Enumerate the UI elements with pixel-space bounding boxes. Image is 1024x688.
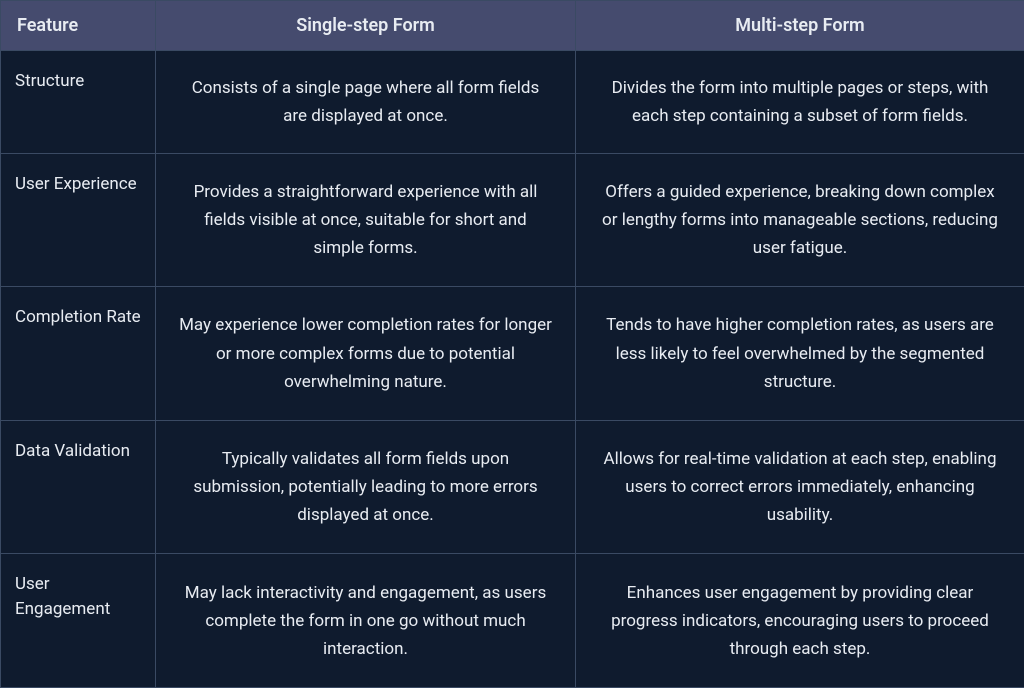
comparison-table: Feature Single-step Form Multi-step Form…	[0, 0, 1024, 688]
feature-label: User Engagement	[1, 554, 156, 688]
feature-label: User Experience	[1, 153, 156, 287]
table-row: User Engagement May lack interactivity a…	[1, 554, 1024, 688]
multi-step-cell: Tends to have higher completion rates, a…	[576, 287, 1024, 421]
single-step-cell: May experience lower completion rates fo…	[156, 287, 576, 421]
table-row: Data Validation Typically validates all …	[1, 420, 1024, 554]
feature-label: Data Validation	[1, 420, 156, 554]
single-step-cell: Typically validates all form fields upon…	[156, 420, 576, 554]
single-step-cell: Consists of a single page where all form…	[156, 51, 576, 154]
table-row: Completion Rate May experience lower com…	[1, 287, 1024, 421]
table-row: Structure Consists of a single page wher…	[1, 51, 1024, 154]
feature-label: Completion Rate	[1, 287, 156, 421]
multi-step-cell: Divides the form into multiple pages or …	[576, 51, 1024, 154]
column-header-single-step: Single-step Form	[156, 1, 576, 51]
single-step-cell: May lack interactivity and engagement, a…	[156, 554, 576, 688]
single-step-cell: Provides a straightforward experience wi…	[156, 153, 576, 287]
feature-label: Structure	[1, 51, 156, 154]
column-header-feature: Feature	[1, 1, 156, 51]
table-header-row: Feature Single-step Form Multi-step Form	[1, 1, 1024, 51]
multi-step-cell: Enhances user engagement by providing cl…	[576, 554, 1024, 688]
table-row: User Experience Provides a straightforwa…	[1, 153, 1024, 287]
multi-step-cell: Allows for real-time validation at each …	[576, 420, 1024, 554]
column-header-multi-step: Multi-step Form	[576, 1, 1024, 51]
multi-step-cell: Offers a guided experience, breaking dow…	[576, 153, 1024, 287]
